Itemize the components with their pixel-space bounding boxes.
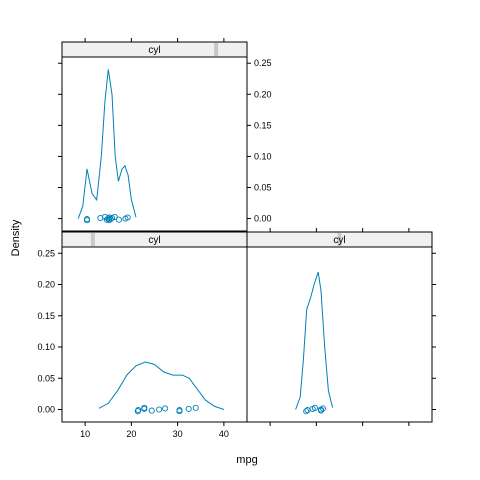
x-tick-label: 10 xyxy=(80,429,90,439)
y-tick-label: 0.20 xyxy=(254,89,272,99)
y-tick-label: 0.05 xyxy=(254,183,272,193)
x-tick-label: 40 xyxy=(219,429,229,439)
data-point xyxy=(156,406,163,413)
data-point xyxy=(141,404,148,411)
strip-level-marker xyxy=(337,233,342,246)
data-point xyxy=(319,405,326,412)
y-tick-label: 0.25 xyxy=(254,58,272,68)
panel-frame xyxy=(61,56,248,232)
y-axis-label: Density xyxy=(10,219,22,256)
density-curve xyxy=(98,361,225,410)
x-tick-label: 30 xyxy=(173,429,183,439)
y-tick-label: 0.15 xyxy=(37,311,55,321)
y-tick-label: 0.15 xyxy=(254,120,272,130)
panel-bottom-right: cyl xyxy=(246,231,433,423)
axes: 10 20 30 40 0.00 0.05 0.10 0.15 0.20 0.25 0.00 0.05… xyxy=(37,38,436,439)
data-point xyxy=(135,407,142,414)
density-curve xyxy=(77,69,137,219)
panel-strip-label: cyl xyxy=(148,235,160,246)
panel-bottom-left: cyl xyxy=(61,231,248,423)
y-tick-label: 0.25 xyxy=(37,248,55,258)
data-point xyxy=(111,213,118,220)
panel-top-left: cyl xyxy=(61,41,248,232)
panel-strip-label: cyl xyxy=(333,235,345,246)
data-point xyxy=(311,404,319,411)
panel-frame xyxy=(61,246,248,423)
panel-frame xyxy=(246,246,433,423)
data-point xyxy=(108,214,116,222)
density-curve xyxy=(295,271,334,410)
data-point xyxy=(162,405,169,412)
data-point xyxy=(148,407,155,414)
strip-level-marker xyxy=(214,43,219,56)
y-tick-label: 0.10 xyxy=(37,342,55,352)
data-point xyxy=(304,407,311,414)
y-tick-label: 0.05 xyxy=(37,373,55,383)
panel-strip-label: cyl xyxy=(148,45,160,56)
y-tick-label: 0.10 xyxy=(254,151,272,161)
data-point xyxy=(192,404,199,411)
data-point xyxy=(124,214,131,221)
y-tick-label: 0.00 xyxy=(37,405,55,415)
data-point xyxy=(115,216,122,223)
data-point xyxy=(303,408,310,415)
data-point xyxy=(185,405,192,412)
chart-panels: cyl cyl cyl 10 20 30 40 0.00 0.05 0.10 0.15 0.20 0.2… xyxy=(37,38,436,439)
x-axis-label: mpg xyxy=(236,454,257,466)
data-point xyxy=(83,216,91,223)
y-tick-label: 0.20 xyxy=(37,280,55,290)
data-point xyxy=(176,407,183,414)
strip-level-marker xyxy=(90,233,95,246)
x-tick-label: 20 xyxy=(126,429,136,439)
y-tick-label: 0.00 xyxy=(254,214,272,224)
